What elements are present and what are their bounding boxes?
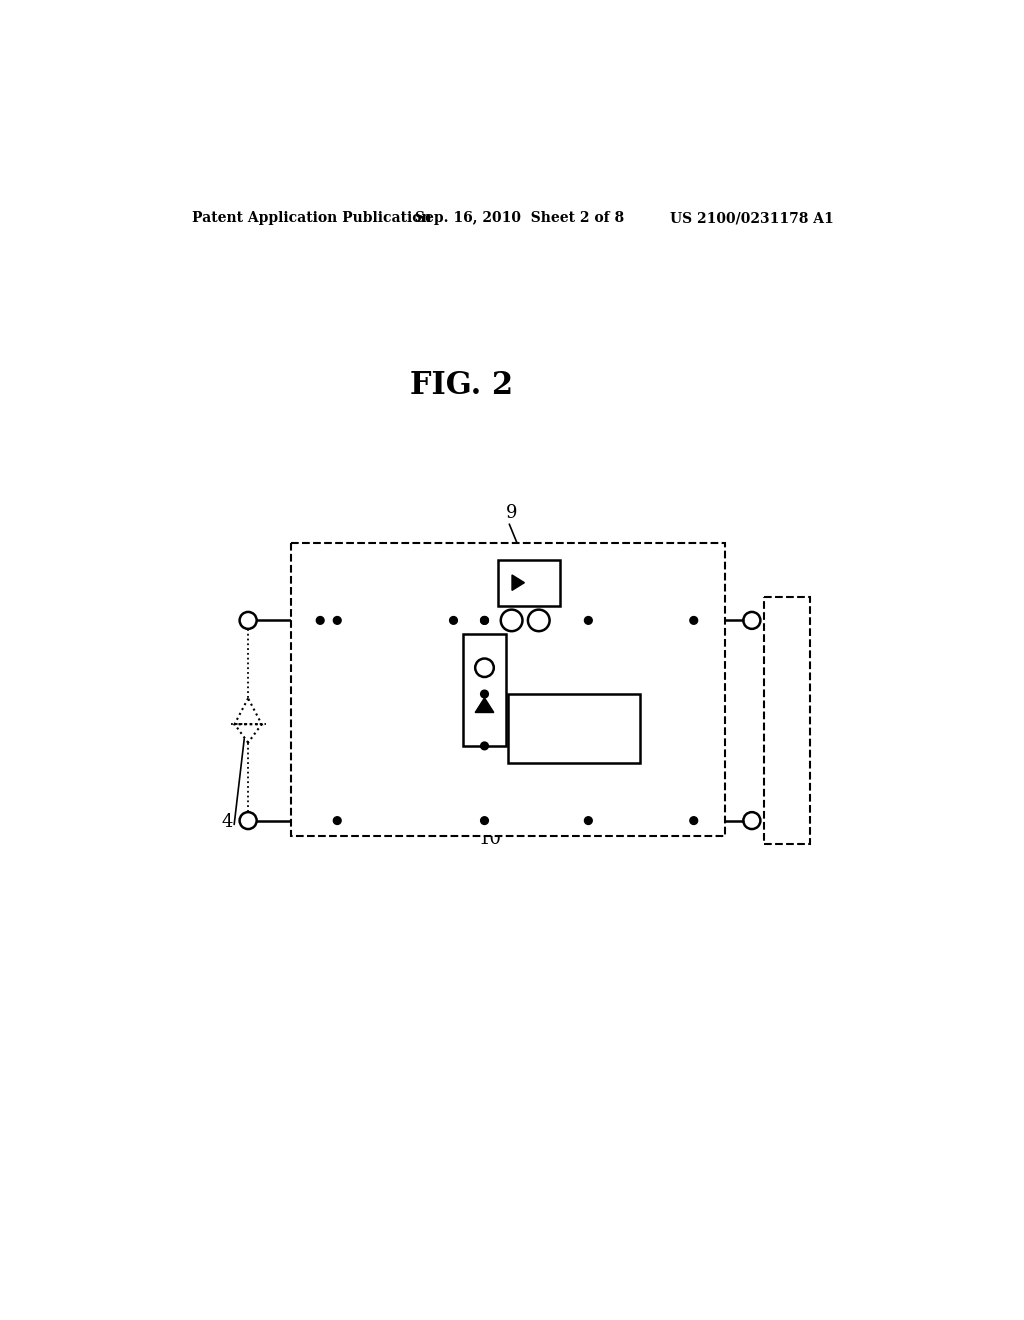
Text: 8: 8	[764, 615, 776, 634]
Text: Patent Application Publication: Patent Application Publication	[191, 211, 431, 226]
Circle shape	[690, 817, 697, 825]
Bar	[764, 597, 810, 843]
Text: 9: 9	[506, 504, 518, 521]
Bar	[463, 635, 506, 746]
Circle shape	[480, 742, 488, 750]
Text: 12: 12	[388, 568, 411, 586]
Circle shape	[480, 616, 488, 624]
Circle shape	[334, 817, 341, 825]
Circle shape	[480, 817, 488, 825]
Text: 11: 11	[564, 564, 587, 581]
Circle shape	[334, 616, 341, 624]
Text: 14: 14	[562, 774, 585, 792]
Bar	[508, 693, 640, 763]
Text: US 2100/0231178 A1: US 2100/0231178 A1	[671, 211, 835, 226]
Text: 15: 15	[700, 681, 723, 698]
Text: Control circuit: Control circuit	[517, 721, 630, 735]
Text: 4: 4	[221, 813, 232, 830]
Circle shape	[450, 616, 458, 624]
Circle shape	[480, 690, 488, 698]
Circle shape	[316, 616, 324, 624]
Text: 13: 13	[351, 711, 374, 730]
Text: FIG. 2: FIG. 2	[410, 370, 513, 401]
Polygon shape	[512, 576, 524, 590]
Text: 10: 10	[478, 830, 502, 847]
Circle shape	[585, 817, 592, 825]
Bar	[291, 544, 725, 836]
Polygon shape	[475, 698, 494, 713]
Circle shape	[585, 616, 592, 624]
Circle shape	[690, 616, 697, 624]
Circle shape	[480, 616, 488, 624]
Text: Sep. 16, 2010  Sheet 2 of 8: Sep. 16, 2010 Sheet 2 of 8	[415, 211, 624, 226]
Bar	[498, 560, 560, 606]
